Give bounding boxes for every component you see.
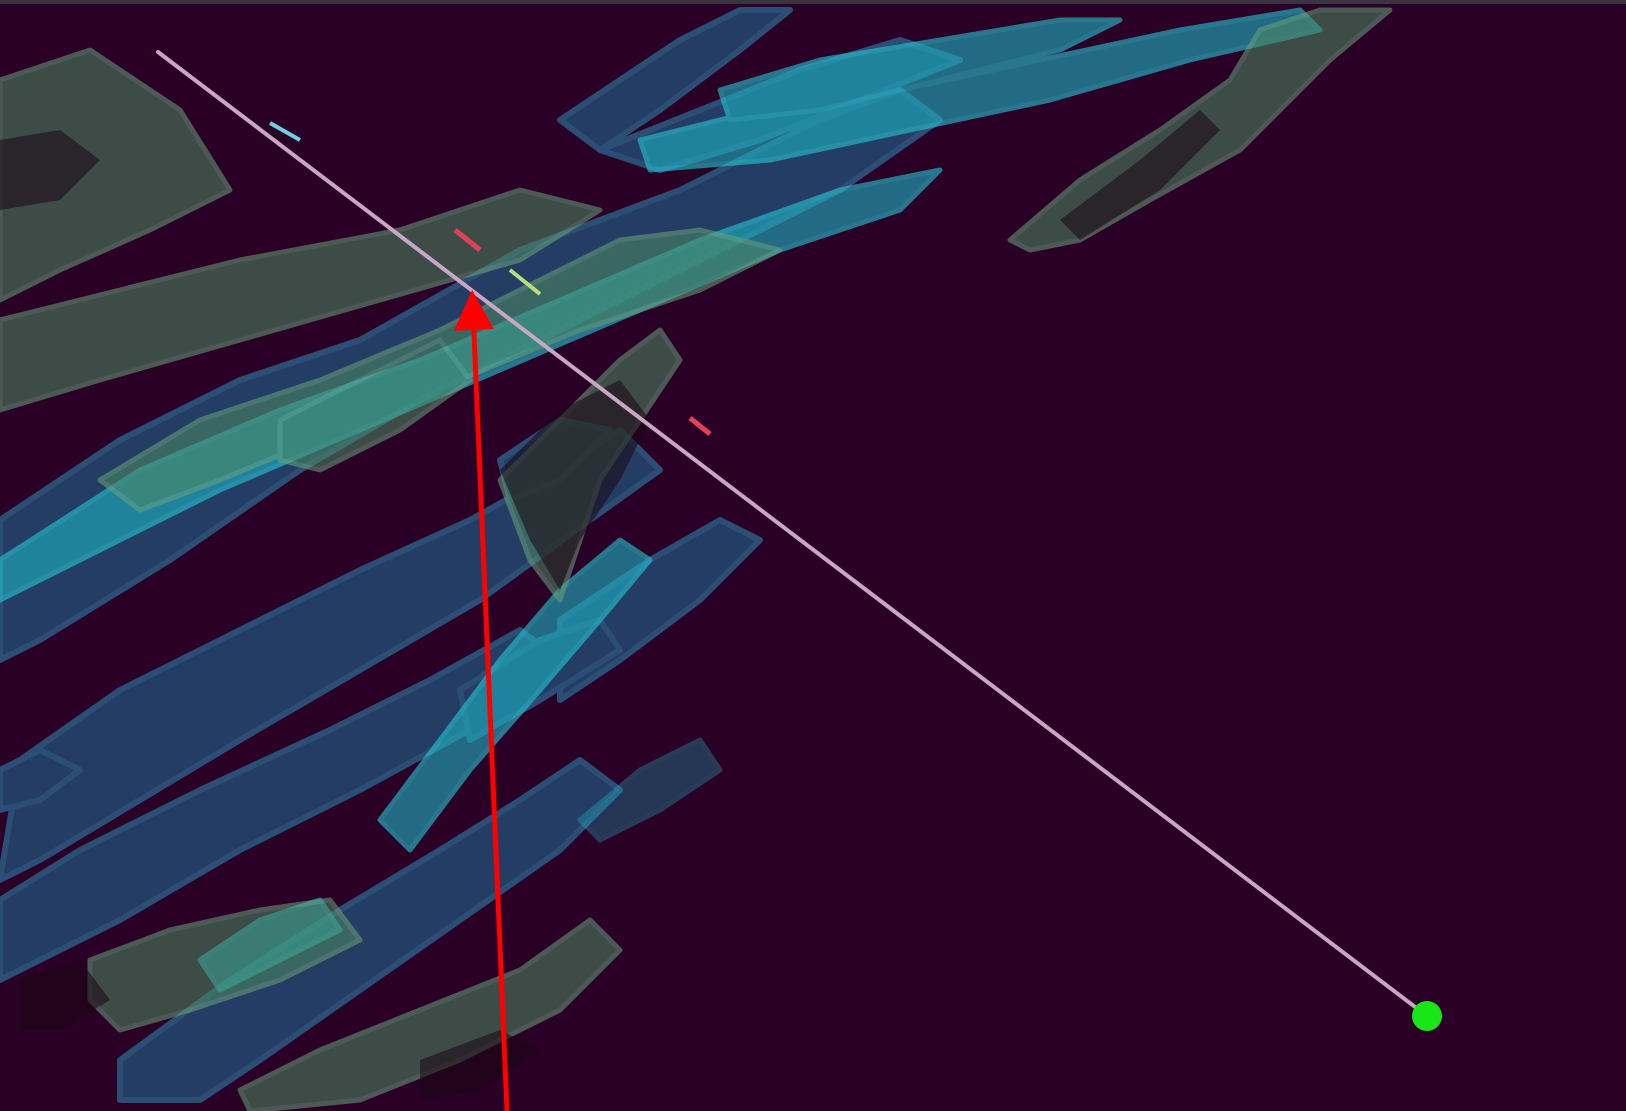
drillhole-collar-marker[interactable]: [1412, 1001, 1442, 1031]
drillhole-interval-red-2: [688, 416, 712, 436]
annotation-arrow: [453, 290, 510, 1111]
drillhole-interval-red: [453, 228, 482, 252]
drillhole-interval-blue: [269, 121, 301, 142]
drillhole-trace[interactable]: [156, 50, 1429, 1018]
drillhole-interval-green: [508, 268, 542, 296]
viewport-top-border: [0, 0, 1626, 4]
drillhole[interactable]: [156, 50, 1442, 1031]
ore-body-layer-dark: [0, 110, 1220, 1100]
